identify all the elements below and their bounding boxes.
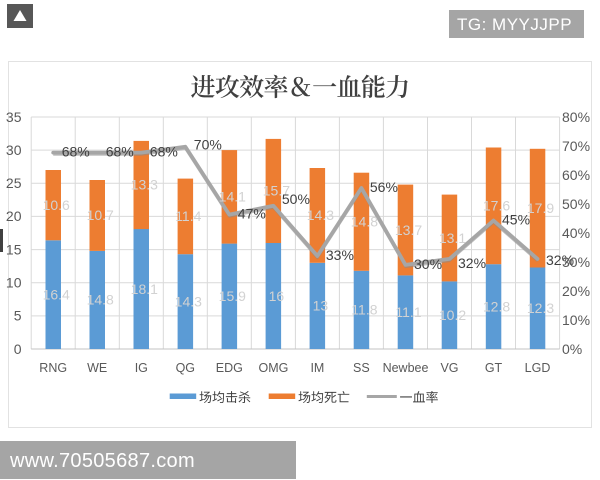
svg-text:50%: 50% [282,191,310,207]
svg-text:20: 20 [6,208,22,224]
svg-text:45%: 45% [502,212,530,228]
svg-text:EDG: EDG [216,361,243,375]
svg-text:www.70505687.com: www.70505687.com [9,450,195,472]
svg-text:14.8: 14.8 [87,292,114,308]
svg-text:IG: IG [135,361,148,375]
svg-text:32%: 32% [458,255,486,271]
svg-text:11.8: 11.8 [351,302,377,318]
svg-text:10.2: 10.2 [439,307,466,323]
svg-text:16: 16 [269,288,285,304]
svg-text:RNG: RNG [39,361,67,375]
svg-text:30: 30 [6,142,22,158]
svg-text:17.6: 17.6 [483,198,510,214]
svg-text:13: 13 [313,298,329,314]
svg-text:LGD: LGD [525,361,551,375]
svg-text:17.9: 17.9 [527,200,554,216]
svg-text:30%: 30% [414,256,442,272]
svg-text:14.1: 14.1 [219,189,246,205]
svg-text:WE: WE [87,361,107,375]
svg-text:18.1: 18.1 [131,281,158,297]
svg-text:56%: 56% [370,179,398,195]
svg-text:14.3: 14.3 [307,207,334,223]
svg-text:50%: 50% [562,196,590,212]
svg-text:13.1: 13.1 [439,230,466,246]
svg-text:15.9: 15.9 [219,288,246,304]
svg-text:11.4: 11.4 [175,208,201,224]
svg-text:0%: 0% [562,341,582,357]
svg-text:13.3: 13.3 [131,177,158,193]
svg-text:10.7: 10.7 [87,207,114,223]
svg-text:33%: 33% [326,247,354,263]
svg-text:15.7: 15.7 [263,183,290,199]
svg-text:0: 0 [14,341,22,357]
svg-text:60%: 60% [562,167,590,183]
svg-text:15: 15 [6,241,22,257]
svg-text:11.1: 11.1 [395,304,421,320]
svg-text:16.4: 16.4 [43,286,70,302]
svg-text:70%: 70% [194,137,222,153]
svg-text:20%: 20% [562,283,590,299]
svg-text:68%: 68% [106,144,134,160]
svg-text:13.7: 13.7 [395,222,422,238]
svg-text:47%: 47% [238,206,266,222]
svg-text:30%: 30% [562,254,590,270]
svg-text:12.8: 12.8 [483,298,510,314]
svg-text:32%: 32% [546,252,574,268]
svg-text:10: 10 [6,275,22,291]
svg-text:14.8: 14.8 [351,214,378,230]
svg-text:Newbee: Newbee [383,361,429,375]
svg-text:35: 35 [6,109,22,125]
svg-text:TG: MYYJJPP: TG: MYYJJPP [457,15,572,34]
svg-text:40%: 40% [562,225,590,241]
svg-text:10%: 10% [562,312,590,328]
svg-text:GT: GT [485,361,503,375]
svg-text:QG: QG [176,361,195,375]
svg-text:80%: 80% [562,109,590,125]
svg-text:5: 5 [14,308,22,324]
svg-text:IM: IM [310,361,324,375]
svg-text:70%: 70% [562,138,590,154]
svg-text:68%: 68% [150,144,178,160]
svg-text:25: 25 [6,175,22,191]
svg-text:VG: VG [440,361,458,375]
svg-text:14.3: 14.3 [175,293,202,309]
svg-text:SS: SS [353,361,370,375]
svg-text:12.3: 12.3 [527,300,554,316]
svg-text:OMG: OMG [258,361,288,375]
svg-text:10.6: 10.6 [43,197,70,213]
svg-text:68%: 68% [62,144,90,160]
